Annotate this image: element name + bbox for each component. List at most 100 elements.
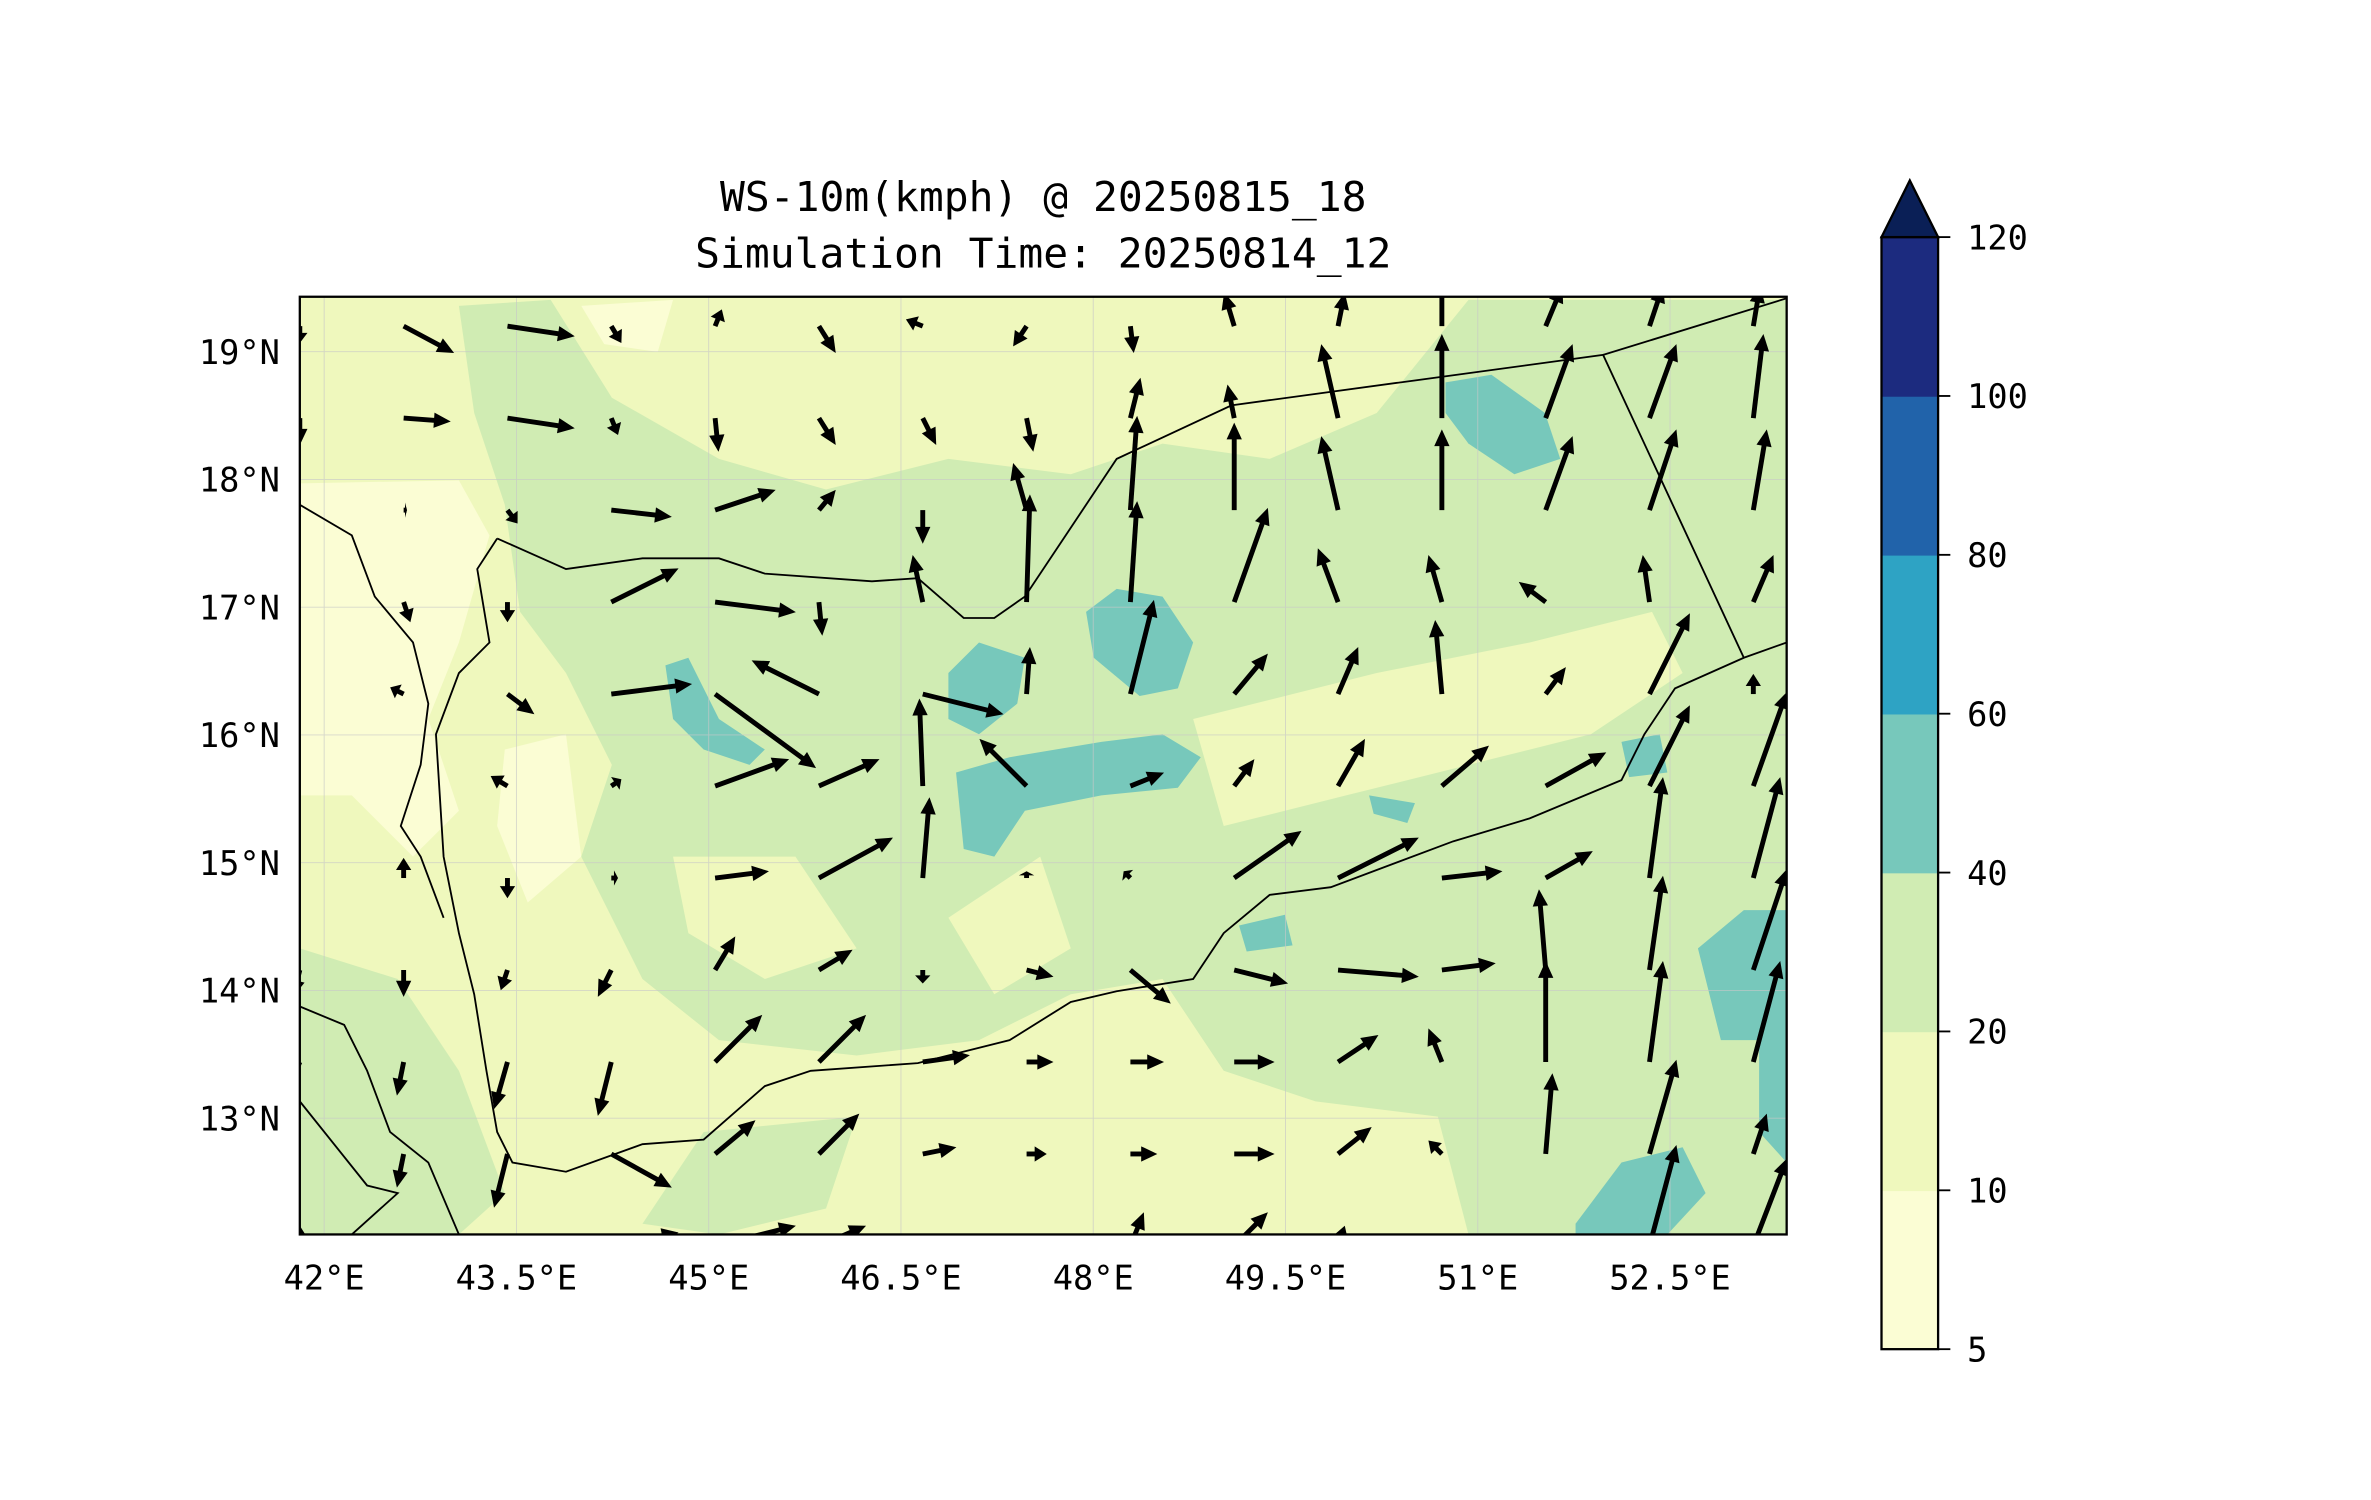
wind-vector — [817, 949, 853, 973]
wind-vector — [1647, 1059, 1680, 1155]
x-tick-label: 45°E — [668, 1259, 749, 1298]
colorbar-segment — [1881, 713, 1939, 874]
wind-vector — [751, 660, 821, 697]
wind-vector — [497, 969, 513, 991]
wind-vector — [1750, 429, 1772, 511]
wind-vector — [299, 326, 308, 343]
wind-vector — [714, 757, 790, 789]
colorbar-segment — [1881, 395, 1939, 556]
wind-vector — [402, 323, 455, 354]
africa-coastline-north — [299, 504, 445, 919]
wind-vector — [1538, 961, 1554, 1062]
wind-vector — [1647, 429, 1679, 511]
wind-vector — [1441, 865, 1503, 881]
colorbar-tick-label: 10 — [1967, 1172, 2008, 1211]
wind-vector — [610, 1151, 672, 1188]
wind-vector — [507, 323, 575, 342]
wind-vector — [1021, 494, 1038, 603]
x-tick-label: 43.5°E — [456, 1259, 578, 1298]
wind-vector — [1127, 501, 1144, 603]
wind-vector — [813, 601, 829, 636]
wind-vector — [1543, 436, 1575, 511]
wind-vector — [1544, 752, 1607, 789]
wind-vector — [597, 968, 614, 997]
colorbar-tick-label: 40 — [1967, 854, 2008, 893]
wind-vector — [1543, 296, 1564, 328]
wind-vector — [1333, 1225, 1348, 1235]
wind-vector — [390, 684, 405, 699]
wind-vector — [1745, 673, 1761, 695]
wind-vector — [1751, 1113, 1769, 1155]
wind-vector — [1428, 1140, 1444, 1156]
wind-vector — [816, 324, 836, 354]
wind-vector — [1128, 968, 1171, 1004]
chart-subtitle: Simulation Time: 20250814_12 — [695, 230, 1391, 278]
wind-vector — [1532, 889, 1549, 971]
contour-inner-light — [673, 305, 1683, 995]
wind-vector — [922, 691, 1004, 718]
wind-vector — [505, 692, 535, 715]
wind-vector — [507, 415, 575, 434]
colorbar-tick-label: 60 — [1967, 695, 2008, 734]
wind-vector — [1317, 344, 1341, 419]
wind-vector — [399, 601, 414, 623]
wind-vector — [1543, 667, 1566, 696]
wind-vector — [1751, 691, 1787, 787]
wind-vector — [611, 870, 619, 886]
wind-vector — [395, 970, 412, 997]
wind-vector — [1750, 961, 1784, 1063]
colorbar-segment — [1881, 1190, 1939, 1350]
wind-vector — [1440, 745, 1489, 788]
wind-vector — [1647, 875, 1669, 971]
x-tick-label: 52.5°E — [1609, 1259, 1731, 1298]
wind-vector — [713, 1014, 763, 1064]
wind-vector — [1439, 296, 1445, 327]
wind-vector — [710, 309, 725, 328]
colorbar-tick-label: 20 — [1967, 1013, 2008, 1052]
wind-vector — [610, 568, 679, 605]
y-axis-ticks: 13°N 14°N 15°N 16°N 17°N 18°N 19°N — [199, 333, 280, 1139]
y-tick-label: 15°N — [199, 844, 280, 883]
wind-vector — [1647, 344, 1678, 419]
wind-vector — [1751, 554, 1774, 604]
wind-vector — [606, 417, 622, 435]
wind-vector — [1647, 613, 1690, 696]
wind-vector — [1543, 344, 1575, 419]
wind-vector — [1317, 436, 1341, 511]
wind-vector — [1128, 1212, 1145, 1235]
wind-vector — [1647, 296, 1665, 327]
y-tick-label: 14°N — [199, 972, 280, 1011]
colorbar-extend-arrow — [1879, 177, 1940, 239]
coastlines-borders — [299, 297, 1787, 1235]
wind-vector — [1232, 830, 1302, 881]
wind-vector — [608, 324, 622, 343]
wind-vector — [1021, 646, 1037, 695]
wind-vector — [1233, 967, 1289, 987]
x-tick-label: 49.5°E — [1225, 1259, 1347, 1298]
wind-vector — [1223, 384, 1239, 419]
colorbar-frame — [1880, 235, 1940, 1351]
wind-vector — [1026, 1054, 1054, 1070]
wind-vector — [912, 698, 928, 787]
wind-vector — [1130, 1146, 1158, 1162]
wind-vector — [609, 776, 622, 790]
x-tick-label: 51°E — [1437, 1259, 1518, 1298]
wind-vector — [1434, 333, 1450, 419]
wind-vector — [594, 1061, 614, 1116]
wind-vector — [1429, 620, 1445, 695]
wind-vector — [817, 1014, 867, 1064]
wind-vectors — [299, 296, 1787, 1235]
wind-vector — [1336, 1127, 1372, 1156]
wind-vector — [817, 489, 836, 512]
wind-vector — [1647, 777, 1669, 879]
wind-vector — [395, 857, 412, 879]
wind-vector — [714, 865, 769, 881]
x-axis-ticks: 42°E 43.5°E 45°E 46.5°E 48°E 49.5°E 51°E 52.5°E — [284, 1259, 1731, 1298]
colorbar-tick-label: 80 — [1967, 536, 2008, 575]
wind-vector — [922, 1050, 970, 1066]
x-tick-label: 46.5°E — [840, 1259, 962, 1298]
wind-vector — [610, 678, 693, 697]
wind-vector — [915, 510, 931, 544]
wind-vector — [1226, 422, 1242, 511]
